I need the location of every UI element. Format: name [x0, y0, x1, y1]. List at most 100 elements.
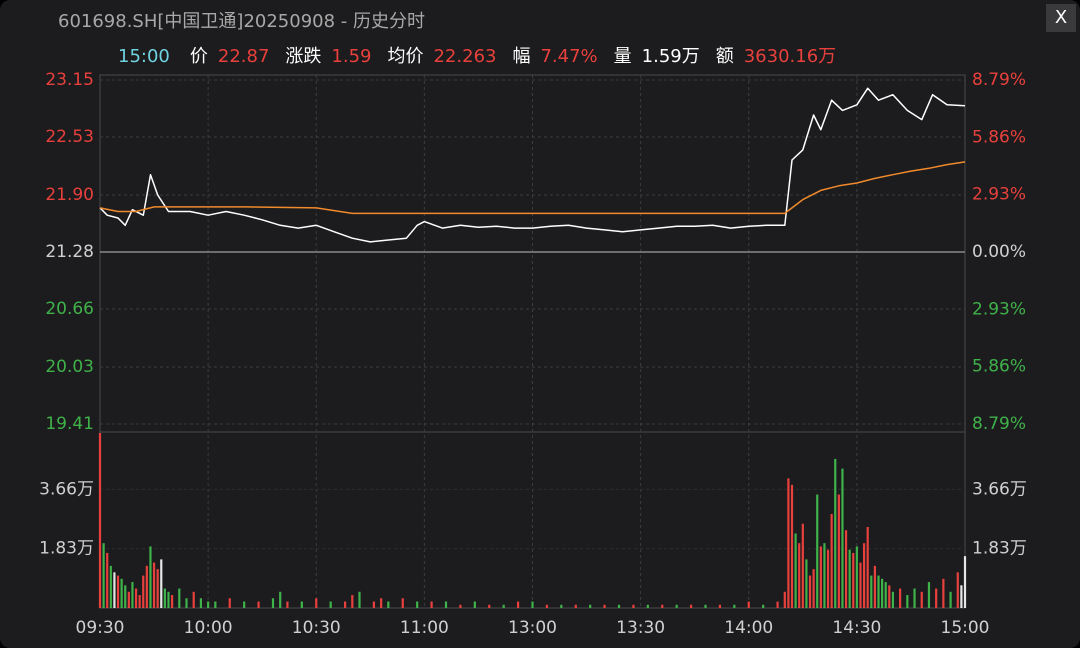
volume-bar: [877, 575, 880, 608]
volume-bar: [228, 598, 231, 608]
y-tick-label: 19.41: [45, 414, 94, 434]
volume-bar: [790, 484, 794, 608]
volume-bar: [823, 543, 826, 608]
volume-bar: [956, 572, 959, 608]
volume-bar: [207, 601, 210, 608]
y-tick-label: 21.28: [45, 242, 94, 262]
volume-bar: [300, 601, 303, 608]
volume-bar: [199, 598, 203, 608]
volume-bar: [214, 601, 217, 608]
x-tick-label: 14:00: [724, 618, 773, 638]
x-tick-label: 14:30: [832, 618, 881, 638]
y-tick-label: 22.53: [45, 127, 94, 147]
volume-bar: [149, 546, 152, 608]
y2-tick-label: 8.79%: [972, 70, 1026, 90]
x-tick-label: 13:00: [508, 618, 557, 638]
volume-bar: [380, 598, 383, 608]
volume-bar: [689, 604, 693, 608]
volume-bar: [776, 601, 779, 608]
quote-value: 3630.16万: [744, 46, 836, 67]
volume-bar: [444, 601, 448, 608]
volume-bar: [646, 604, 649, 608]
quote-label: 均价: [387, 46, 423, 67]
volume-bar: [844, 530, 848, 608]
volume-bar: [805, 559, 808, 608]
volume-bar: [927, 582, 931, 608]
volume-bar: [704, 604, 707, 608]
volume-bar: [913, 588, 916, 608]
volume-bar: [351, 595, 354, 608]
volume-bar: [185, 598, 188, 608]
volume-bar: [502, 604, 505, 608]
volume-bar: [603, 604, 606, 608]
close-label[interactable]: X: [1055, 7, 1067, 28]
quote-label: 量: [614, 46, 632, 67]
volume-bar: [138, 595, 141, 608]
volume-bar: [531, 601, 534, 608]
volume-bar: [560, 604, 563, 608]
y2-tick-label: 8.79%: [972, 414, 1026, 434]
volume-bar: [891, 591, 895, 608]
volume-bar: [131, 582, 134, 608]
y2-tick-label: 2.93%: [972, 299, 1026, 319]
x-tick-label: 09:30: [76, 618, 125, 638]
quote-bar: 15:00 价 22.87 涨跌 1.59 均价 22.263 幅 7.47% 量 1.59万额 3…: [118, 46, 836, 67]
volume-bar: [163, 588, 166, 608]
volume-bar: [632, 604, 635, 608]
quote-value: 7.47%: [540, 46, 597, 67]
volume-bar: [841, 468, 844, 608]
volume-bar: [884, 582, 887, 608]
volume-bar: [192, 591, 195, 608]
volume-bar: [589, 604, 592, 608]
volume-bar: [160, 559, 163, 608]
x-tick-label: 15:00: [941, 618, 990, 638]
volume-bar: [516, 601, 520, 608]
volume-bar: [873, 565, 876, 608]
volume-bar: [372, 601, 376, 608]
volume-bar: [787, 478, 790, 608]
volume-bar: [870, 575, 873, 608]
y2-tick-label: 0.00%: [972, 242, 1026, 262]
volume-tick-label: 1.83万: [39, 539, 94, 559]
quote-label: 幅: [512, 46, 530, 67]
y-tick-label: 23.15: [45, 70, 94, 90]
volume-bar: [257, 601, 260, 608]
volume-bar: [102, 543, 105, 608]
volume-bar: [798, 543, 801, 608]
volume-bar: [488, 604, 491, 608]
volume-bar: [243, 601, 246, 608]
volume-tick-label: 3.66万: [972, 479, 1027, 499]
volume-bar: [116, 575, 120, 608]
volume-bar: [819, 546, 822, 608]
y-tick-label: 20.66: [45, 299, 94, 319]
volume-bar: [142, 575, 145, 608]
volume-bar: [124, 585, 127, 608]
y-tick-label: 21.90: [45, 185, 94, 205]
close-button[interactable]: [1046, 4, 1076, 32]
volume-bar: [473, 601, 476, 608]
volume-bar: [816, 494, 819, 608]
volume-bar: [574, 604, 577, 608]
volume-bar: [855, 546, 858, 608]
quote-value: 1.59: [331, 46, 371, 67]
volume-bar: [106, 552, 109, 608]
volume-bar: [747, 601, 750, 608]
volume-bar: [826, 549, 830, 608]
volume-bar: [762, 604, 765, 608]
quote-value: 22.263: [433, 46, 496, 67]
volume-bar: [675, 604, 678, 608]
volume-bar: [387, 601, 390, 608]
volume-bar: [888, 585, 891, 608]
volume-bar: [358, 591, 361, 608]
volume-bar: [113, 572, 116, 608]
volume-bar: [416, 601, 419, 608]
volume-bar: [963, 556, 967, 608]
quote-label: 涨跌: [285, 46, 321, 67]
volume-bar: [935, 588, 938, 608]
volume-bar: [899, 588, 902, 608]
volume-bar: [98, 432, 102, 608]
volume-bar: [848, 549, 851, 608]
volume-bar: [837, 494, 840, 608]
x-tick-label: 10:00: [184, 618, 233, 638]
